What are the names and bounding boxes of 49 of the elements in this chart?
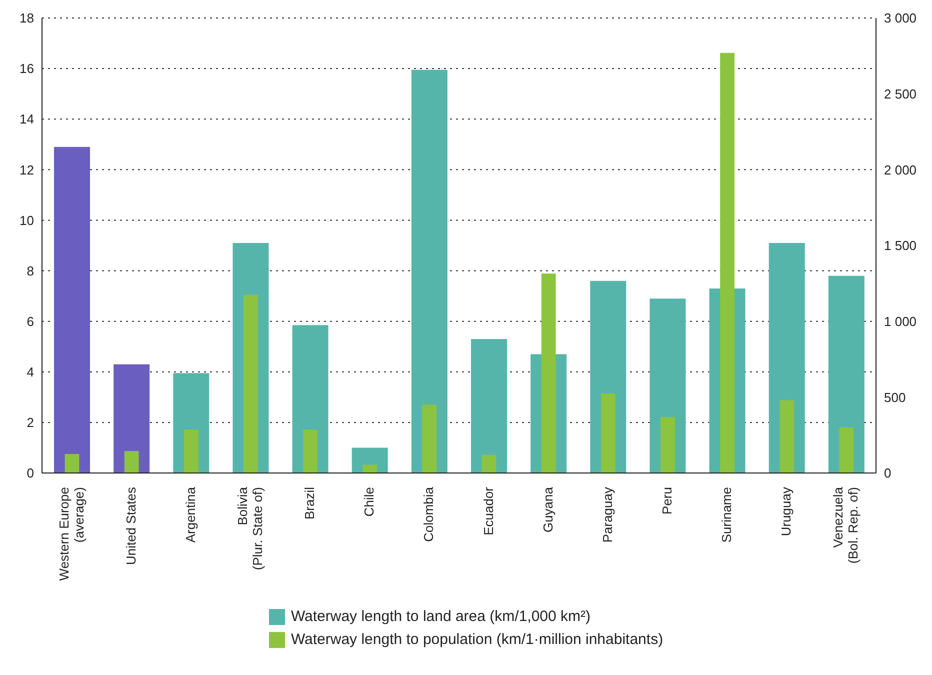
- y-tick-label: 12: [20, 162, 34, 178]
- y-tick-label: 14: [20, 112, 34, 127]
- y-tick-label: 10: [20, 212, 34, 228]
- bar: [839, 428, 854, 473]
- x-tick-label: Chile: [362, 487, 377, 517]
- bar: [114, 364, 150, 473]
- y-tick-label: 2: [26, 415, 34, 430]
- y2-tick-label: 500: [884, 390, 906, 405]
- bar: [600, 393, 616, 473]
- x-tick-label: Bolivia (Plur. State of): [235, 486, 265, 570]
- x-tick-label: Uruguay: [778, 486, 794, 536]
- x-tick-label: Guyana: [540, 486, 556, 533]
- x-tick-label: Suriname: [719, 487, 734, 543]
- x-tick-label: Western Europe (average): [56, 487, 86, 581]
- bar: [471, 339, 507, 473]
- y2-tick-label: 3 000: [884, 10, 917, 26]
- bar: [303, 430, 318, 473]
- y-tick-label: 8: [26, 263, 34, 278]
- bar: [54, 146, 90, 473]
- legend-label: Waterway length to land area (km/1,000 km²): [290, 608, 591, 625]
- bar: [411, 70, 448, 473]
- bar: [482, 454, 496, 473]
- bar: [124, 451, 139, 473]
- x-tick-label: Argentina: [182, 486, 198, 543]
- bar: [422, 404, 437, 473]
- bar: [64, 454, 80, 473]
- y2-tick-label: 1 500: [884, 238, 917, 254]
- x-tick-label: Brazil: [302, 486, 318, 520]
- y-tick-label: 6: [26, 314, 34, 329]
- bar: [362, 464, 378, 473]
- y2-tick-label: 0: [884, 466, 892, 481]
- x-tick-label: Paraguay: [600, 486, 615, 543]
- y2-tick-label: 1 000: [884, 314, 917, 329]
- bar: [660, 416, 675, 473]
- x-tick-label: Ecuador: [480, 486, 496, 536]
- bar: [184, 430, 198, 473]
- y-tick-label: 0: [26, 466, 34, 481]
- bar: [828, 276, 864, 473]
- x-tick-label: Colombia: [421, 486, 436, 542]
- y-tick-label: 4: [26, 364, 34, 380]
- x-tick-label: Venezuela (Bol. Rep. of): [830, 486, 861, 564]
- bar: [780, 400, 794, 473]
- legend-label: Waterway length to population (km/1·million inhabitants): [290, 631, 664, 648]
- y2-tick-label: 2 000: [884, 162, 917, 178]
- y2-tick-label: 2 500: [884, 86, 917, 102]
- y-tick-label: 16: [20, 61, 34, 76]
- y-tick-label: 18: [20, 10, 34, 26]
- x-tick-label: United States: [123, 486, 138, 566]
- x-tick-label: Peru: [660, 487, 674, 514]
